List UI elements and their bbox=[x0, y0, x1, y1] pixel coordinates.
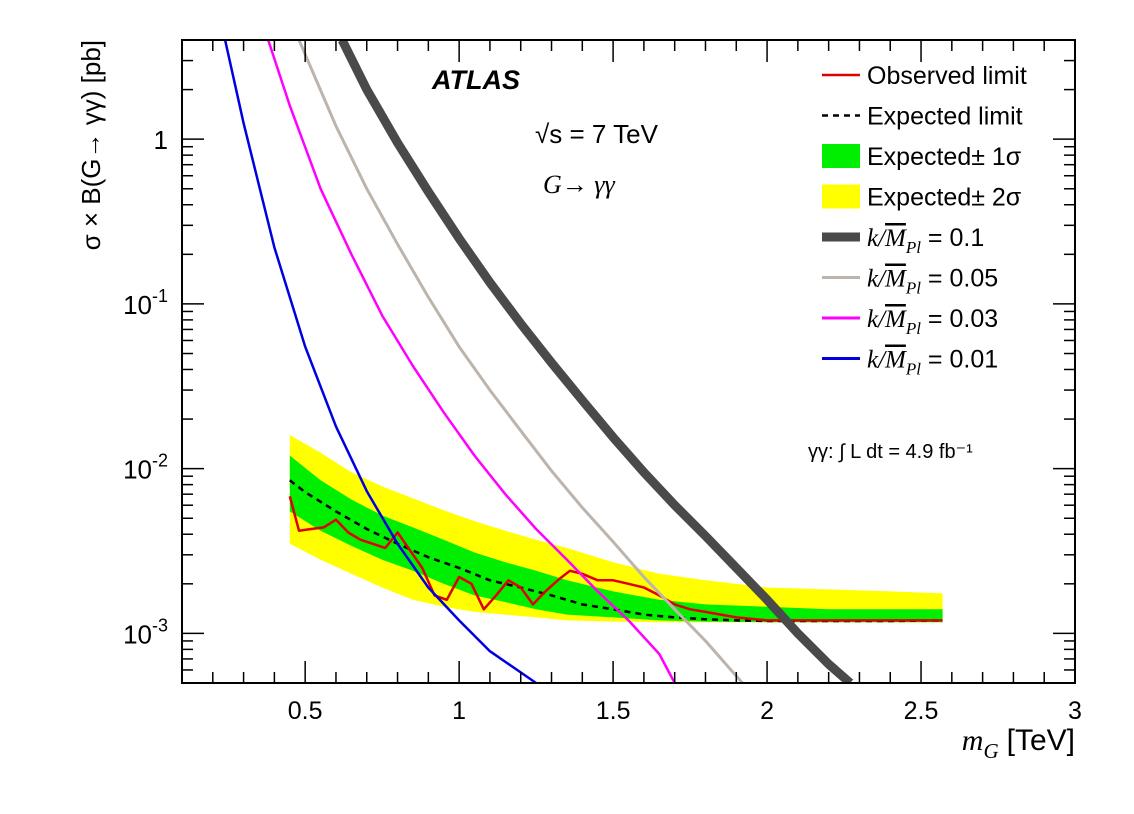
y-tick-label: 10-3 bbox=[123, 615, 168, 649]
atlas-label: ATLAS bbox=[431, 65, 520, 95]
channel-label: G→ γγ bbox=[543, 170, 616, 199]
legend-mass-symbol: M bbox=[884, 306, 907, 333]
expected-bands bbox=[289, 435, 943, 623]
y-axis-title: σ × B(G→ γγ) [pb] bbox=[76, 40, 106, 250]
legend-label-2: Expected± 1σ bbox=[867, 143, 1022, 171]
y-tick-exponent: -3 bbox=[152, 615, 168, 635]
legend-coupling-prefix: k/ bbox=[867, 266, 887, 293]
legend-label-0: Observed limit bbox=[867, 62, 1027, 90]
legend-coupling-value: = 0.1 bbox=[921, 224, 984, 252]
band-1-sigma bbox=[289, 455, 943, 623]
legend-label-4: k/MPl = 0.1 bbox=[867, 224, 984, 257]
y-tick-label: 1 bbox=[154, 125, 168, 155]
x-tick-label: 2.5 bbox=[904, 697, 939, 725]
legend-coupling-prefix: k/ bbox=[867, 347, 887, 374]
legend-coupling-value: = 0.01 bbox=[921, 346, 998, 374]
series-line-1 bbox=[288, 495, 943, 622]
series-line-4 bbox=[297, 40, 744, 683]
legend-label-7: k/MPl = 0.01 bbox=[867, 346, 998, 379]
x-axis-title-sub: G bbox=[983, 739, 998, 763]
x-tick-label: 1.5 bbox=[596, 697, 631, 725]
x-tick-label: 2 bbox=[760, 697, 774, 725]
energy-label: √s = 7 TeV bbox=[535, 119, 659, 149]
luminosity-label: γγ: ∫ L dt = 4.9 fb⁻¹ bbox=[808, 441, 973, 463]
legend-coupling-value: = 0.03 bbox=[921, 305, 998, 333]
y-tick-label: 10-1 bbox=[123, 286, 168, 320]
legend-label-3: Expected± 2σ bbox=[867, 184, 1022, 212]
y-tick-label: 10-2 bbox=[123, 451, 168, 485]
x-tick-label: 3 bbox=[1068, 697, 1082, 725]
legend-mass-symbol: M bbox=[884, 225, 907, 252]
legend-planck-sub: Pl bbox=[905, 238, 921, 257]
y-tick-base: 1 bbox=[154, 125, 168, 155]
legend-planck-sub: Pl bbox=[905, 360, 921, 379]
y-tick-exponent: -1 bbox=[152, 286, 168, 306]
legend-planck-sub: Pl bbox=[905, 319, 921, 338]
y-tick-base: 10 bbox=[123, 455, 152, 485]
x-axis-title-unit: [TeV] bbox=[1007, 724, 1075, 757]
legend-mass-symbol: M bbox=[884, 347, 907, 374]
y-tick-exponent: -2 bbox=[152, 451, 168, 471]
legend: Observed limit Expected limit Expected± 1σ… bbox=[822, 62, 1027, 379]
legend-label-1: Expected limit bbox=[867, 103, 1023, 131]
x-axis-title-main: m bbox=[962, 724, 984, 757]
legend-swatch-3 bbox=[822, 184, 860, 209]
legend-coupling-prefix: k/ bbox=[867, 306, 887, 333]
legend-coupling-prefix: k/ bbox=[867, 225, 887, 252]
series-line-5 bbox=[338, 40, 854, 683]
curves bbox=[223, 40, 943, 683]
x-axis-title: mG [TeV] bbox=[962, 724, 1075, 763]
legend-mass-symbol: M bbox=[884, 266, 907, 293]
legend-label-6: k/MPl = 0.03 bbox=[867, 305, 998, 338]
legend-coupling-value: = 0.05 bbox=[921, 265, 998, 293]
plot-frame bbox=[181, 39, 1076, 684]
legend-label-5: k/MPl = 0.05 bbox=[867, 265, 998, 298]
x-tick-label: 1 bbox=[452, 697, 466, 725]
series-line-3 bbox=[267, 40, 676, 683]
legend-planck-sub: Pl bbox=[905, 279, 921, 298]
x-tick-label: 0.5 bbox=[288, 697, 323, 725]
series-line-2 bbox=[223, 40, 537, 683]
y-tick-base: 10 bbox=[123, 290, 152, 320]
legend-swatch-2 bbox=[822, 144, 860, 168]
y-tick-base: 10 bbox=[123, 619, 152, 649]
